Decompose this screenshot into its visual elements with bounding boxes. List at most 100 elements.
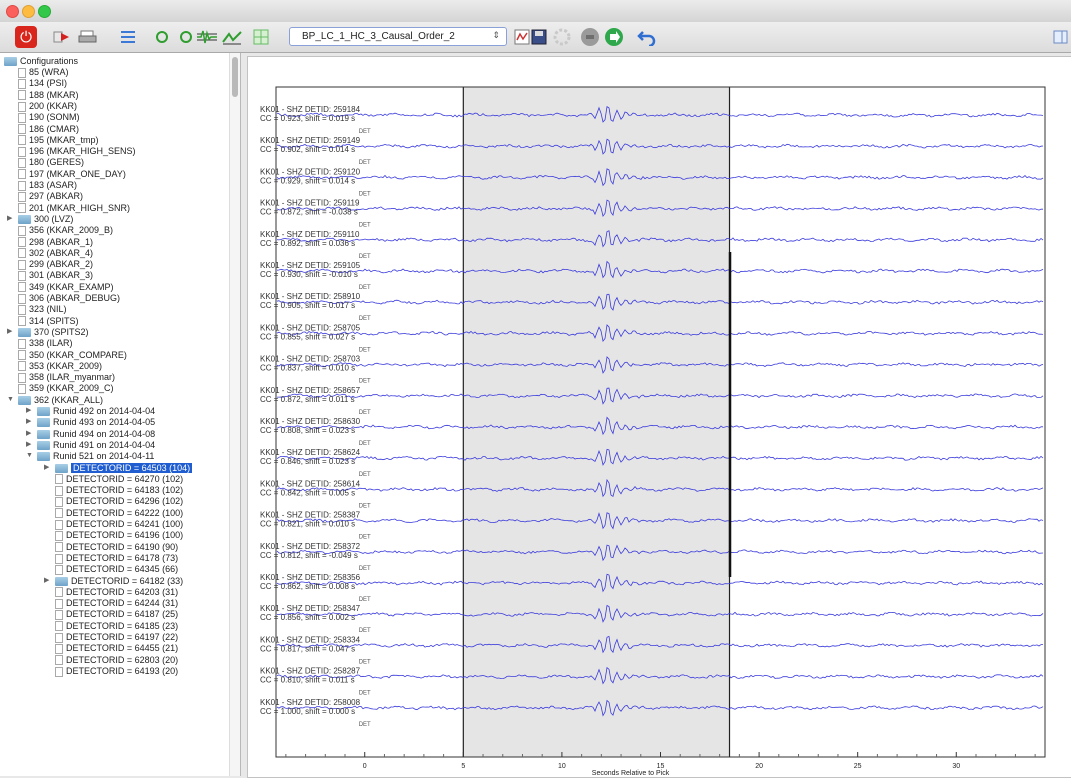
power-button[interactable]: ⏻	[15, 26, 37, 48]
trace-detid-label: KK01 - SHZ DETID: 258008	[260, 698, 361, 707]
x-tick-label: 0	[363, 763, 367, 770]
tree-item[interactable]: 195 (MKAR_tmp)	[18, 134, 99, 146]
tree-item[interactable]: DETECTORID = 64241 (100)	[55, 518, 183, 530]
tree-item[interactable]: ▶ Runid 491 on 2014-04-04	[26, 439, 155, 451]
tree-item-label: 299 (ABKAR_2)	[29, 259, 94, 270]
tree-item[interactable]: 323 (NIL)	[18, 303, 67, 315]
close-window-button[interactable]	[6, 5, 19, 18]
tree-item[interactable]: 85 (WRA)	[18, 66, 69, 78]
tree-item-label: 358 (ILAR_myanmar)	[29, 372, 116, 383]
tree-item[interactable]: ▶ Runid 494 on 2014-04-08	[26, 428, 155, 440]
tree-item[interactable]: DETECTORID = 64203 (31)	[55, 586, 178, 598]
tree-item[interactable]: DETECTORID = 64190 (90)	[55, 541, 178, 553]
tree-item[interactable]: DETECTORID = 64222 (100)	[55, 507, 183, 519]
right-panel-button[interactable]	[1050, 26, 1071, 48]
tree-item[interactable]: 196 (MKAR_HIGH_SENS)	[18, 145, 136, 157]
disclosure-closed-icon[interactable]: ▶	[7, 327, 13, 335]
tree-item[interactable]: 200 (KKAR)	[18, 100, 77, 112]
x-axis-label: Seconds Relative to Pick	[592, 770, 670, 777]
tree-item[interactable]: 297 (ABKAR)	[18, 190, 83, 202]
tree-item[interactable]: DETECTORID = 64455 (21)	[55, 642, 178, 654]
tree-item[interactable]: 301 (ABKAR_3)	[18, 269, 93, 282]
grid-icon	[253, 29, 269, 45]
tree-item[interactable]: DETECTORID = 64183 (102)	[55, 484, 183, 496]
tree-item[interactable]: 188 (MKAR)	[18, 89, 79, 101]
tree-item[interactable]: DETECTORID = 62803 (20)	[55, 654, 178, 666]
tree-item[interactable]: 358 (ILAR_myanmar)	[18, 371, 115, 383]
disclosure-open-icon[interactable]: ▼	[7, 395, 14, 403]
zoom-window-button[interactable]	[38, 5, 51, 18]
settings-button[interactable]	[551, 26, 573, 48]
tree-item[interactable]: DETECTORID = 64345 (66)	[55, 563, 178, 575]
disclosure-closed-icon[interactable]: ▶	[44, 576, 50, 584]
tree-item[interactable]: DETECTORID = 64197 (22)	[55, 631, 178, 643]
document-icon	[55, 632, 63, 643]
disclosure-open-icon[interactable]: ▼	[26, 452, 33, 460]
list-button[interactable]	[117, 26, 139, 48]
tree-item[interactable]: 299 (ABKAR_2)	[18, 258, 93, 270]
tree-item[interactable]: ▶ DETECTORID = 64182 (33)	[44, 575, 183, 587]
tree-item[interactable]: ▶ Runid 492 on 2014-04-04	[26, 405, 155, 417]
tree-item[interactable]: ▼ Runid 521 on 2014-04-11	[26, 450, 154, 462]
waveform-arrow-button[interactable]	[221, 26, 243, 48]
waveform-button[interactable]	[196, 26, 218, 48]
tree-item[interactable]: 359 (KKAR_2009_C)	[18, 382, 114, 395]
disclosure-closed-icon[interactable]: ▶	[26, 407, 32, 414]
print-button[interactable]	[77, 26, 99, 48]
tree-item[interactable]: 338 (ILAR)	[18, 337, 73, 349]
tree-item[interactable]: 134 (PSI)	[18, 77, 67, 89]
tree-item[interactable]: 353 (KKAR_2009)	[18, 360, 102, 372]
disclosure-closed-icon[interactable]: ▶	[26, 440, 32, 448]
tree-item[interactable]: DETECTORID = 64187 (25)	[55, 608, 178, 621]
undo-button[interactable]	[636, 26, 658, 48]
record-button[interactable]	[579, 26, 601, 48]
tree-item[interactable]: 186 (CMAR)	[18, 123, 79, 135]
save-button[interactable]	[528, 26, 550, 48]
tree-item[interactable]: 183 (ASAR)	[18, 179, 77, 191]
tree-item[interactable]: 180 (GERES)	[18, 156, 84, 169]
filter-button[interactable]	[511, 26, 533, 48]
tree-item[interactable]: 349 (KKAR_EXAMP)	[18, 281, 114, 293]
tree-item[interactable]: 190 (SONM)	[18, 111, 80, 123]
x-tick-label: 25	[854, 763, 862, 770]
tree-item[interactable]: DETECTORID = 64196 (100)	[55, 529, 183, 541]
tree-item[interactable]: DETECTORID = 64178 (73)	[55, 552, 178, 564]
tree-item[interactable]: 356 (KKAR_2009_B)	[18, 224, 113, 236]
tree-item[interactable]: DETECTORID = 64193 (20)	[55, 665, 178, 677]
tree-item[interactable]: DETECTORID = 64244 (31)	[55, 597, 178, 609]
tree-root[interactable]: Configurations	[4, 55, 78, 67]
tree-item[interactable]: DETECTORID = 64270 (102)	[55, 473, 183, 485]
disclosure-closed-icon[interactable]: ▶	[44, 463, 50, 471]
tree-item[interactable]: 314 (SPITS)	[18, 315, 79, 327]
trace-detid-label: KK01 - SHZ DETID: 258910	[260, 292, 361, 301]
tree-item[interactable]: ▶ Runid 493 on 2014-04-05	[26, 416, 155, 428]
document-icon	[18, 384, 26, 395]
red-arrow-button[interactable]	[52, 26, 74, 48]
green-circle-button-2[interactable]	[175, 26, 197, 48]
folder-icon	[37, 407, 50, 417]
tree-item[interactable]: DETECTORID = 64296 (102)	[55, 495, 183, 508]
tree-item[interactable]: ▶ 370 (SPITS2)	[7, 326, 89, 338]
green-circle-button[interactable]	[151, 26, 173, 48]
go-button[interactable]	[603, 26, 625, 48]
tree-item[interactable]: 302 (ABKAR_4)	[18, 247, 93, 259]
sidebar-scrollbar[interactable]	[229, 53, 240, 776]
tree-item[interactable]: 197 (MKAR_ONE_DAY)	[18, 168, 126, 180]
tree-item[interactable]: 201 (MKAR_HIGH_SNR)	[18, 202, 130, 214]
tree-item[interactable]: ▶ DETECTORID = 64503 (104)	[44, 462, 193, 474]
grid-button[interactable]	[250, 26, 272, 48]
disclosure-closed-icon[interactable]: ▶	[7, 214, 13, 222]
tree-item[interactable]: DETECTORID = 64185 (23)	[55, 620, 178, 632]
tree-item[interactable]: ▼ 362 (KKAR_ALL)	[7, 394, 103, 406]
tree-item[interactable]: 306 (ABKAR_DEBUG)	[18, 292, 120, 304]
disclosure-closed-icon[interactable]: ▶	[26, 418, 32, 426]
sidebar-scroll-thumb[interactable]	[232, 57, 238, 97]
filter-select[interactable]: BP_LC_1_HC_3_Causal_Order_2 ⇕	[289, 27, 507, 46]
tree-item[interactable]: ▶ 300 (LVZ)	[7, 213, 73, 225]
minimize-window-button[interactable]	[22, 5, 35, 18]
trace-detid-label: KK01 - SHZ DETID: 258657	[260, 386, 361, 395]
tree-item[interactable]: 350 (KKAR_COMPARE)	[18, 349, 127, 361]
tree-item[interactable]: 298 (ABKAR_1)	[18, 236, 93, 248]
disclosure-closed-icon[interactable]: ▶	[26, 429, 32, 437]
